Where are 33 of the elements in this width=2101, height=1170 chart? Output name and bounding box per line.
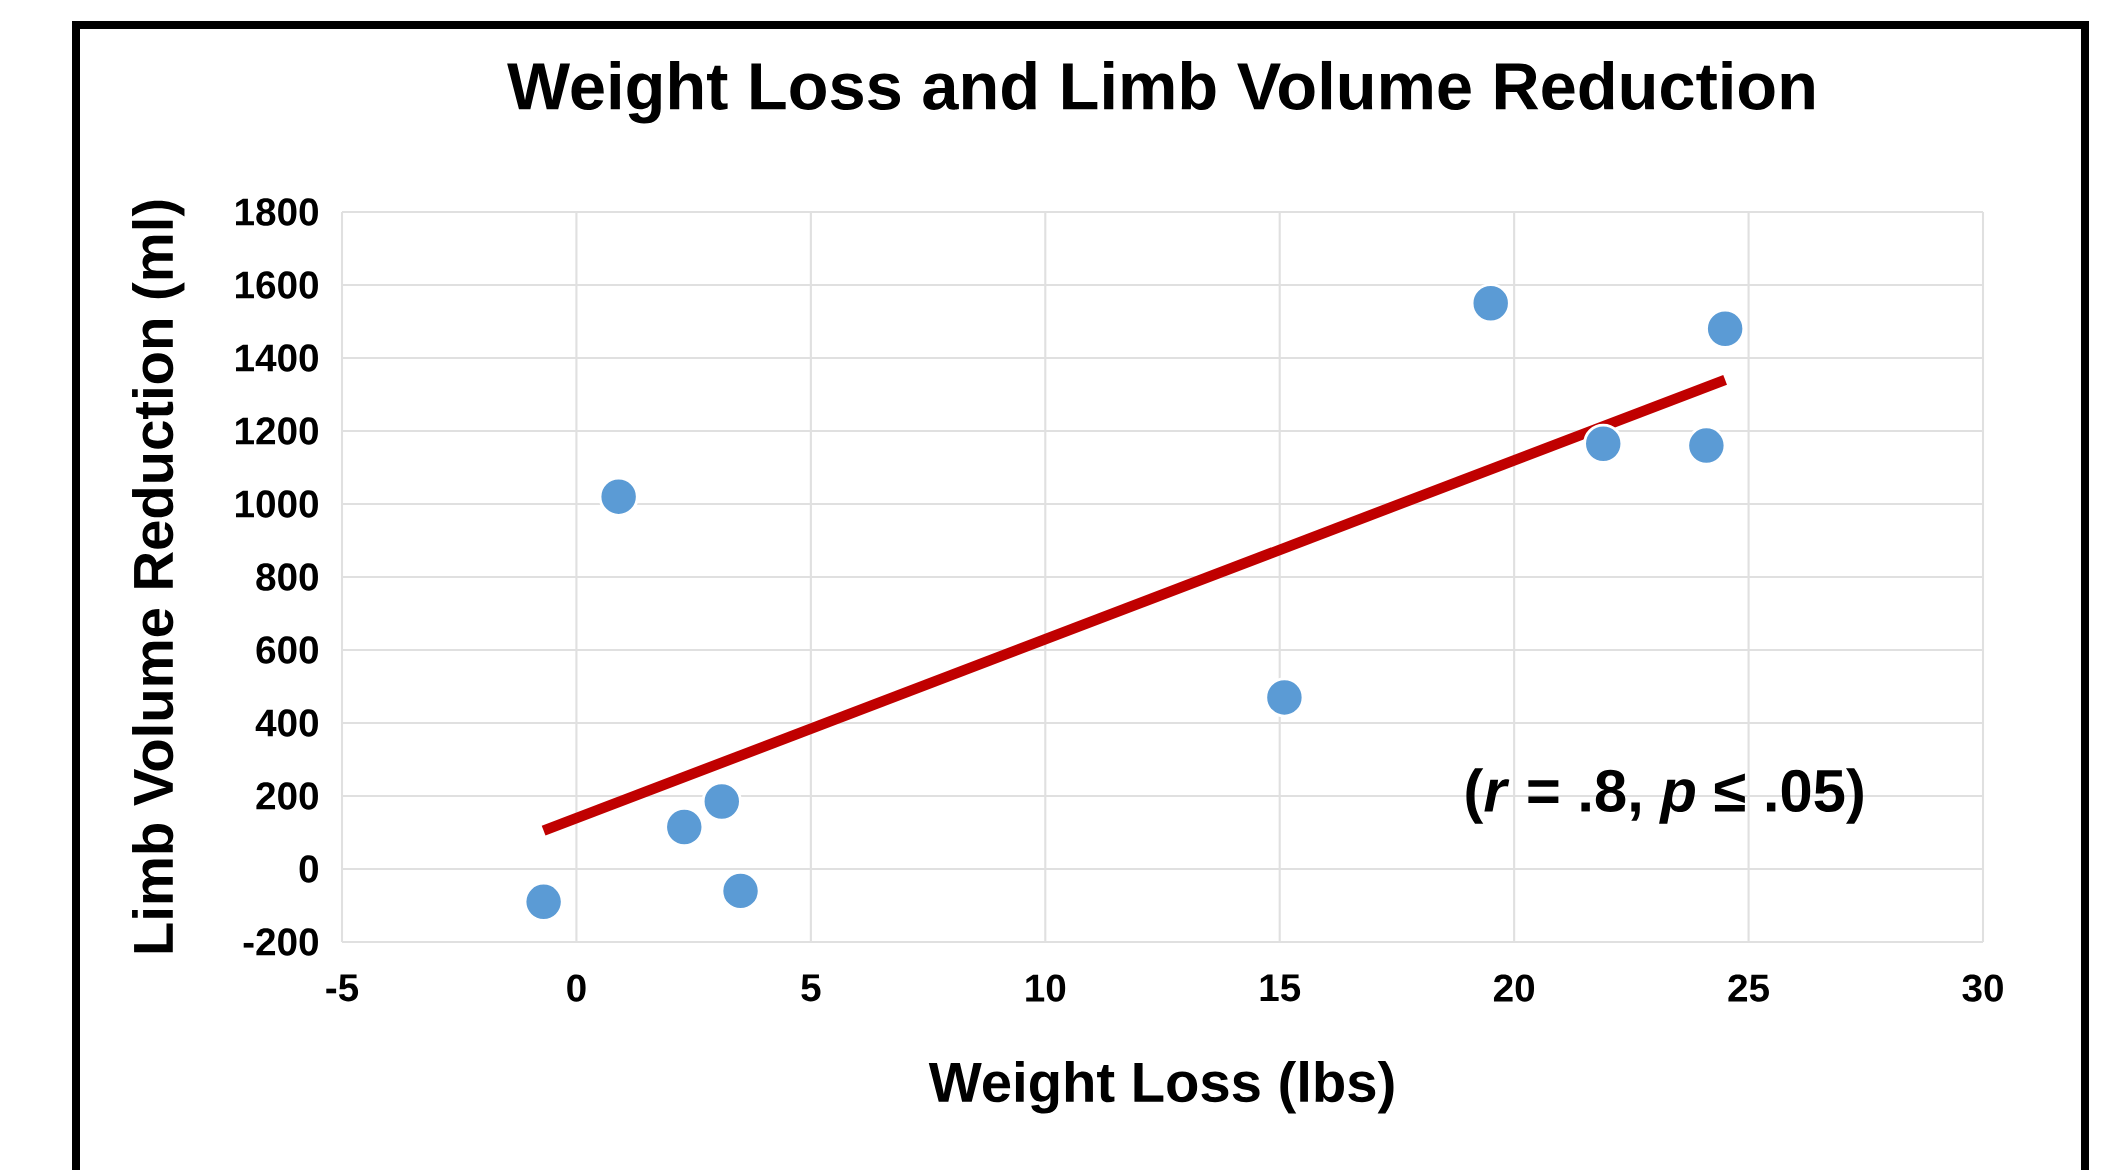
point: [1264, 677, 1305, 718]
point: [1705, 308, 1746, 349]
point: [664, 806, 705, 848]
chart-title: Weight Loss and Limb Volume Reduction: [507, 60, 1814, 124]
point: [720, 870, 761, 911]
x-tick-label: 15: [1260, 974, 1301, 1002]
x-tick-label: 5: [801, 974, 821, 1002]
x-tick-label: 10: [1026, 974, 1066, 1002]
x-tick-label: 25: [1728, 974, 1769, 1002]
y-tick-label: 800: [256, 563, 318, 591]
y-tick-label: 200: [256, 782, 318, 810]
x-tick-label: 20: [1493, 974, 1535, 1002]
y-tick-label: 1800: [236, 198, 318, 226]
y-axis-title: Limb Volume Reduction (ml): [132, 200, 185, 953]
y-tick-label: 400: [255, 709, 318, 737]
point: [1583, 423, 1624, 464]
point: [523, 881, 564, 922]
point: [598, 476, 639, 517]
x-tick-label: -5: [326, 974, 359, 1002]
point: [701, 781, 742, 822]
point: [1686, 425, 1727, 466]
y-tick-label: 1400: [236, 344, 318, 372]
y-tick-label: 600: [256, 636, 318, 664]
annotation: (r = .8, p ≤ .05): [1466, 768, 1863, 824]
x-tick-label: 30: [1962, 974, 2003, 1002]
point: [1470, 283, 1511, 324]
y-tick-label: 0: [299, 855, 318, 883]
y-tick-label: 1200: [236, 417, 318, 445]
y-tick-label: 1000: [236, 490, 318, 518]
y-tick-label: -200: [243, 928, 318, 956]
x-tick-label: 0: [567, 974, 586, 1002]
y-tick-label: 1600: [236, 271, 318, 299]
x-axis-title: Weight Loss (lbs): [928, 1060, 1394, 1114]
